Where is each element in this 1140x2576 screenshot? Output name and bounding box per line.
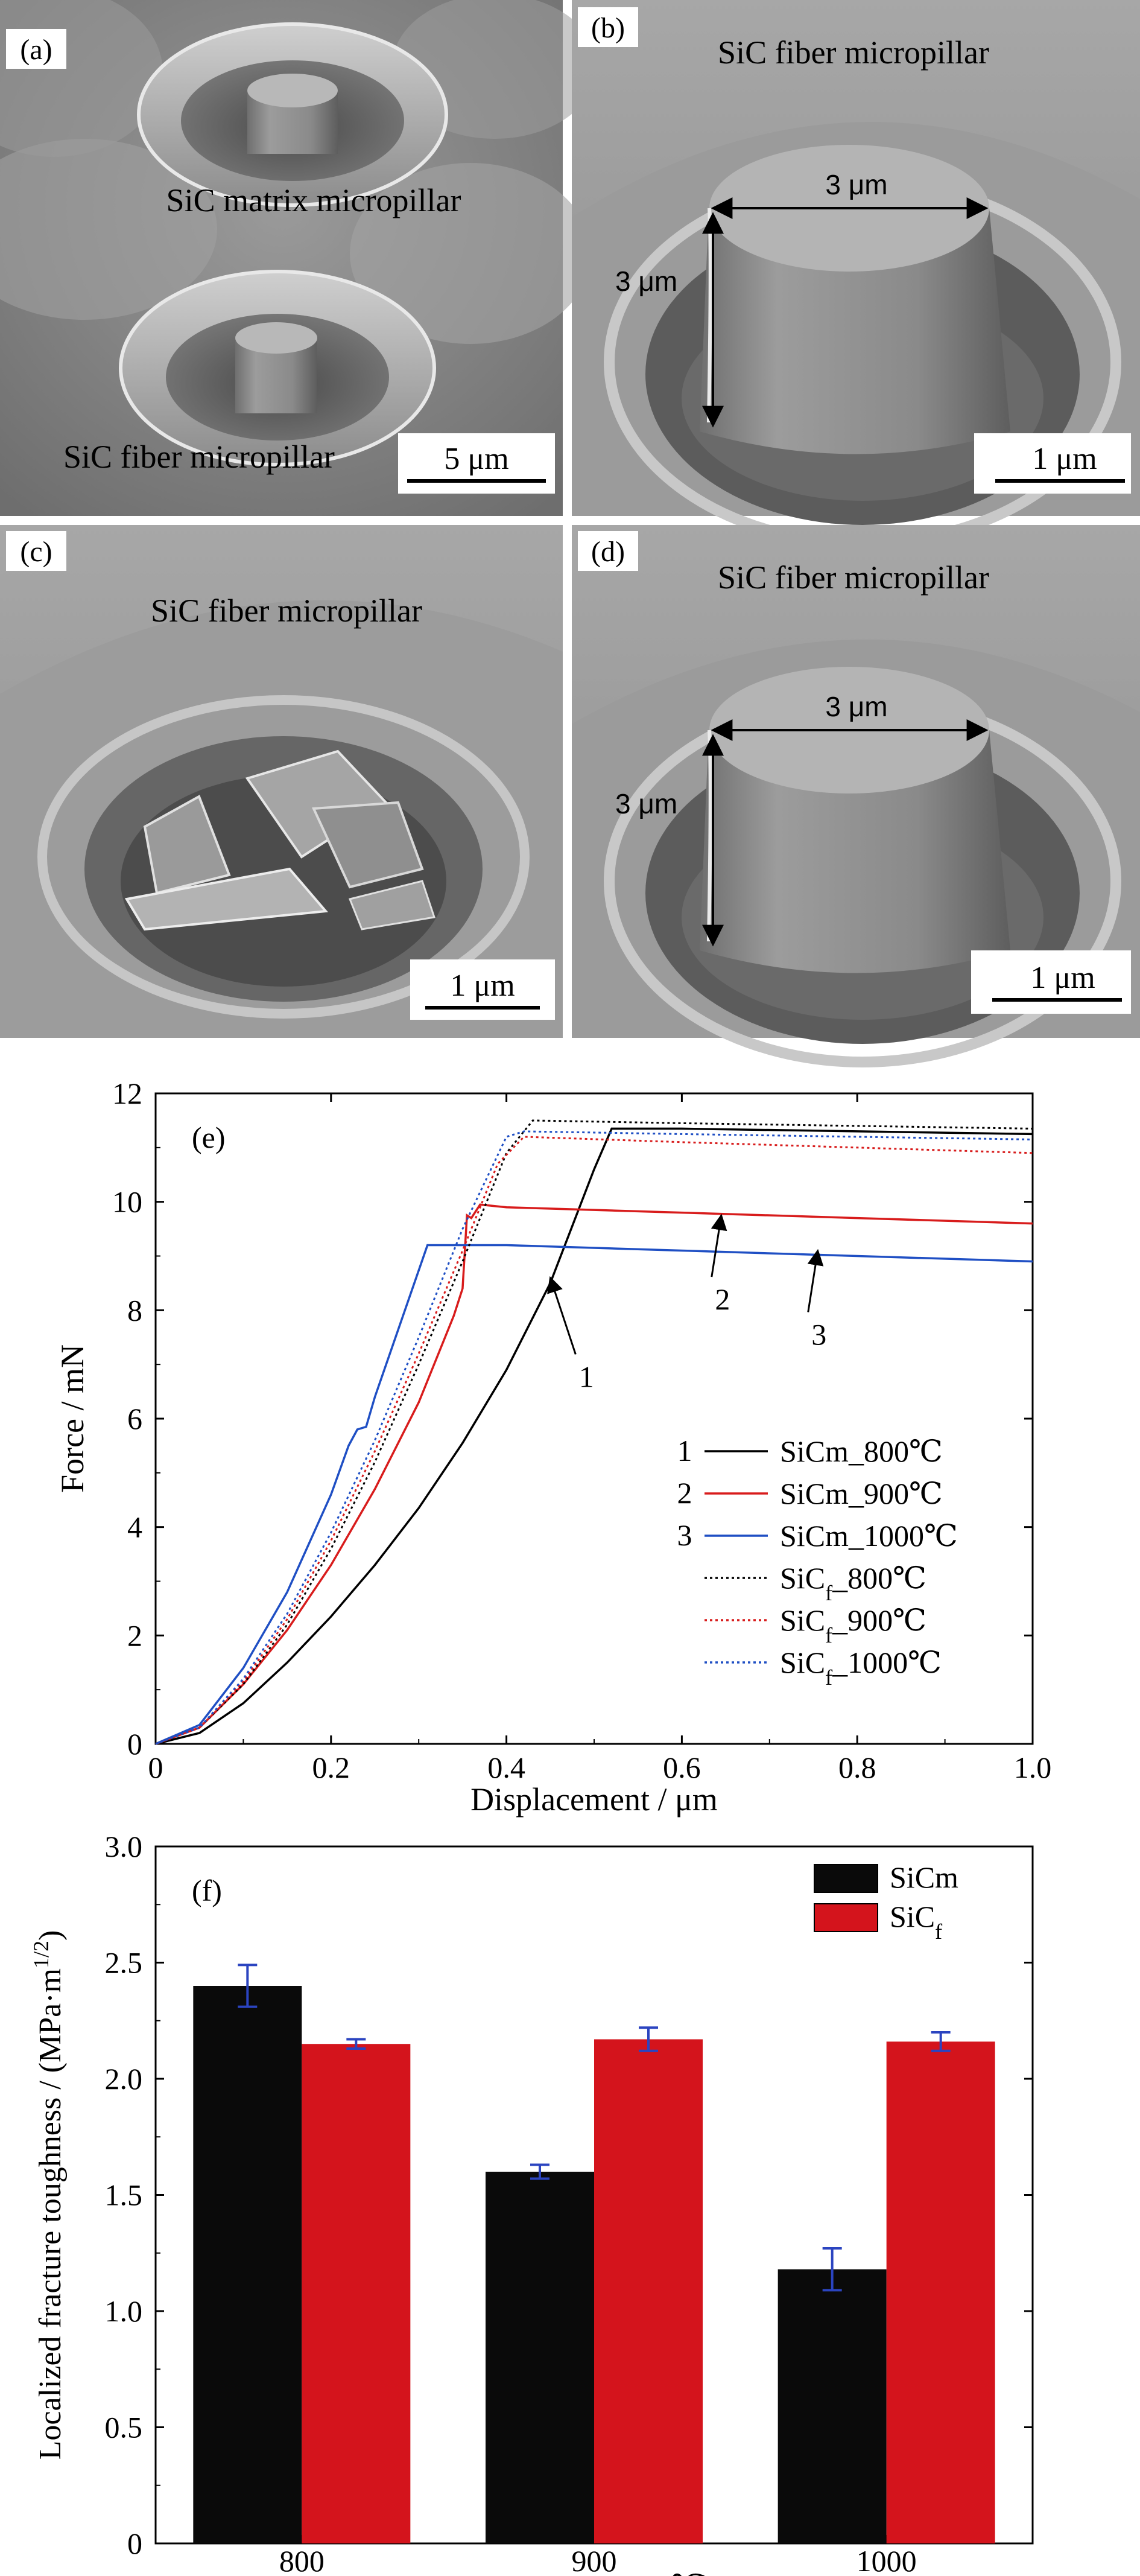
x-tick-label-e: 0.4 (487, 1751, 525, 1784)
x-tick-label-e: 0 (148, 1751, 163, 1784)
series-line-3 (155, 1244, 1033, 1745)
bar-SiCf-1000 (886, 2041, 995, 2543)
bar-SiCf-900 (594, 2039, 703, 2543)
matrix-micropillar-label: SiC matrix micropillar (166, 182, 461, 218)
bar-SiCf-800 (302, 2044, 411, 2543)
fiber-micropillar-label: SiC fiber micropillar (63, 439, 335, 475)
series-line-6 (155, 1130, 1033, 1745)
series-line-2 (155, 1203, 1033, 1745)
panel-f-tag: (f) (192, 1874, 222, 1907)
x-axis-label-e: Displacement / μm (470, 1781, 718, 1818)
legend-label-f-SiCm: SiCm (890, 1860, 958, 1894)
x-axis-label-f: Temperature / ℃ (481, 2569, 707, 2576)
panel-b-height-label: 3 μm (615, 266, 677, 297)
panel-b-width-label: 3 μm (825, 169, 887, 200)
panel-d: (d) SiC fiber micropillar 3 μm 3 μm 1 μm (572, 525, 1140, 1067)
annotation-label-1: 1 (579, 1360, 594, 1393)
series-line-1 (155, 1127, 1033, 1745)
panel-d-tag: (d) (591, 536, 625, 568)
panel-d-width-label: 3 μm (825, 691, 887, 722)
panel-c-tag: (c) (20, 536, 52, 568)
y-axis-label-e: Force / mN (54, 1344, 90, 1493)
x-tick-label-e: 0.8 (838, 1751, 876, 1784)
x-tick-label-f: 1000 (857, 2544, 917, 2576)
annotation-arrow-1 (547, 1276, 577, 1355)
bar-SiCm-800 (193, 1986, 302, 2543)
fracture-toughness-chart: 0 0.5 1.0 1.5 2.0 2.5 3.0 800 900 1000 Temperature… (29, 1830, 1034, 2576)
panel-b-tag: (b) (591, 12, 625, 44)
y-tick-label-f: 1.5 (105, 2178, 143, 2212)
y-tick-label-e: 12 (112, 1077, 142, 1110)
annotation-arrow-3 (807, 1248, 824, 1312)
y-axis-label-f: Localized fracture toughness / (MPa·m1/2… (29, 1930, 68, 2460)
series-line-5 (155, 1136, 1033, 1745)
scale-bar-label-c: 1 μm (450, 968, 515, 1003)
panel-e-tag: (e) (192, 1121, 226, 1154)
y-tick-label-e: 4 (127, 1510, 142, 1544)
y-tick-label-e: 6 (127, 1402, 142, 1436)
legend-label-5: SiCf_900℃ (780, 1603, 926, 1647)
scale-box-d (971, 950, 1131, 1014)
annotation-arrow-2 (711, 1213, 727, 1277)
y-tick-label-f: 2.0 (105, 2062, 143, 2096)
scale-bar-label-d: 1 μm (1030, 961, 1095, 995)
scale-bar-label-b: 1 μm (1032, 442, 1097, 476)
legend-label-2: SiCm_900℃ (780, 1477, 943, 1510)
legend-label-4: SiCf_800℃ (780, 1561, 926, 1605)
legend-prefix-3: 3 (677, 1518, 692, 1552)
legend-label-6: SiCf_1000℃ (780, 1646, 942, 1690)
y-tick-label-e: 10 (112, 1185, 142, 1219)
panel-c: (c) SiC fiber micropillar 1 μm (0, 525, 563, 1038)
legend-swatch-f-SiCm (814, 1864, 878, 1893)
x-tick-label-f: 800 (279, 2544, 325, 2576)
y-tick-label-f: 3.0 (105, 1830, 143, 1863)
y-tick-label-e: 2 (127, 1618, 142, 1652)
annotation-label-3: 3 (811, 1318, 826, 1352)
series-line-4 (155, 1119, 1033, 1745)
scale-box-c (410, 959, 555, 1020)
annotation-label-2: 2 (715, 1282, 730, 1316)
bar-SiCm-900 (486, 2172, 594, 2543)
y-tick-label-e: 0 (127, 1727, 142, 1761)
panel-d-tag-box (578, 531, 638, 571)
legend-prefix-2: 2 (677, 1476, 692, 1510)
x-tick-label-e: 1.0 (1014, 1751, 1052, 1784)
panel-d-height-label: 3 μm (615, 788, 677, 819)
scale-bar-label-a: 5 μm (444, 442, 508, 476)
panel-b-tag-box (578, 7, 638, 47)
scale-box-b (974, 433, 1131, 494)
panel-b-label: SiC fiber micropillar (718, 34, 989, 71)
legend-label-1: SiCm_800℃ (780, 1434, 943, 1468)
legend-label-f-SiCf: SiCf (890, 1900, 942, 1944)
y-tick-label-f: 1.0 (105, 2294, 143, 2328)
y-tick-label-f: 0.5 (105, 2411, 143, 2444)
legend-prefix-1: 1 (677, 1434, 692, 1468)
panel-b: (b) SiC fiber micropillar 3 μm 3 μm 1 μm (572, 0, 1140, 549)
bar-SiCm-1000 (777, 2269, 887, 2543)
panel-a-tag: (a) (20, 34, 52, 66)
scale-box-a (398, 433, 555, 494)
x-tick-label-e: 0.6 (663, 1751, 701, 1784)
x-tick-label-f: 900 (572, 2544, 617, 2576)
panel-a: (a) SiC matrix micropillar SiC fiber mic… (0, 0, 597, 516)
x-tick-label-e: 0.2 (312, 1751, 350, 1784)
legend-label-3: SiCm_1000℃ (780, 1519, 958, 1553)
y-tick-label-f: 2.5 (105, 1946, 143, 1980)
panel-d-label: SiC fiber micropillar (718, 559, 989, 596)
legend-swatch-f-SiCf (814, 1903, 878, 1932)
panel-a-tag-box (6, 29, 66, 69)
y-tick-label-e: 8 (127, 1293, 142, 1327)
panel-c-label: SiC fiber micropillar (151, 593, 422, 629)
panel-c-tag-box (6, 531, 66, 571)
y-tick-label-f: 0 (127, 2527, 142, 2560)
